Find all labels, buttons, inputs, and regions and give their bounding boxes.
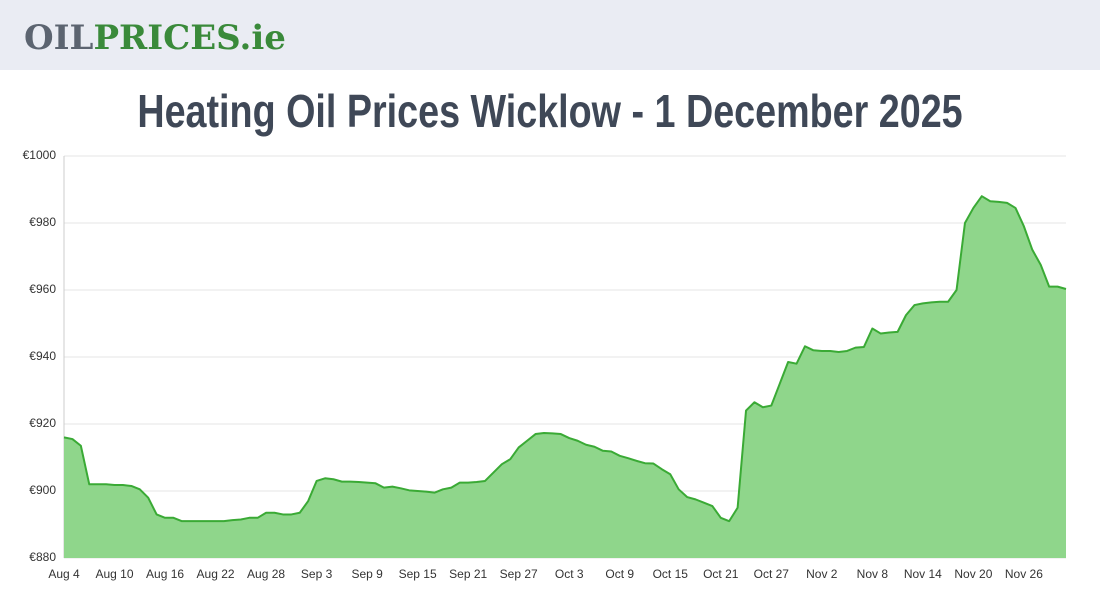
x-tick-label: Nov 2 [806,567,838,581]
y-tick-label: €920 [29,416,56,430]
x-tick-label: Oct 27 [754,567,790,581]
x-tick-label: Oct 21 [703,567,739,581]
y-tick-label: €1000 [23,148,57,162]
x-tick-label: Sep 3 [301,567,333,581]
x-tick-label: Oct 9 [605,567,634,581]
y-tick-label: €980 [29,215,56,229]
y-tick-label: €880 [29,550,56,564]
x-tick-label: Oct 15 [653,567,689,581]
y-tick-label: €900 [29,483,56,497]
logo[interactable]: OILPRICES.ie [24,18,286,58]
y-tick-label: €940 [29,349,56,363]
header-bar [0,0,1100,70]
x-tick-label: Aug 16 [146,567,184,581]
x-tick-label: Nov 26 [1005,567,1043,581]
x-tick-label: Aug 10 [95,567,133,581]
logo-left: OIL [24,18,94,58]
area [64,196,1066,558]
x-tick-label: Sep 21 [449,567,487,581]
chart-title: Heating Oil Prices Wicklow - 1 December … [137,86,962,137]
x-tick-label: Aug 28 [247,567,285,581]
x-tick-label: Nov 14 [904,567,942,581]
x-tick-label: Sep 9 [351,567,383,581]
x-tick-label: Sep 27 [500,567,538,581]
x-tick-label: Nov 20 [954,567,992,581]
x-tick-label: Nov 8 [857,567,889,581]
x-tick-label: Sep 15 [399,567,437,581]
y-tick-label: €960 [29,282,56,296]
x-tick-label: Aug 22 [197,567,235,581]
logo-right: PRICES.ie [93,18,285,58]
line [63,195,1067,523]
x-tick-label: Oct 3 [555,567,584,581]
x-tick-label: Aug 4 [48,567,80,581]
